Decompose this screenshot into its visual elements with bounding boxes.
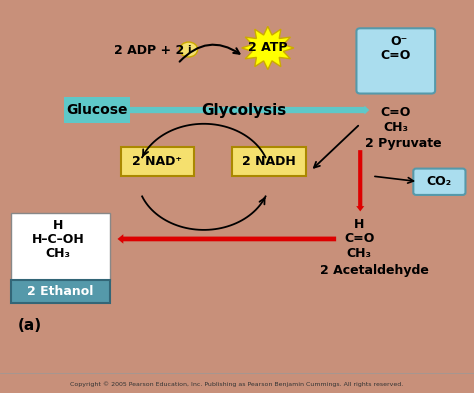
Text: H–C–OH: H–C–OH (31, 233, 84, 246)
FancyBboxPatch shape (11, 280, 110, 303)
Text: C=O: C=O (344, 232, 374, 246)
FancyBboxPatch shape (121, 147, 194, 176)
Text: 2 NAD⁺: 2 NAD⁺ (132, 155, 182, 168)
Text: Glucose: Glucose (66, 103, 128, 117)
Text: Copyright © 2005 Pearson Education, Inc. Publishing as Pearson Benjamin Cummings: Copyright © 2005 Pearson Education, Inc.… (70, 382, 404, 387)
Text: CH₃: CH₃ (347, 247, 372, 260)
Text: O⁻: O⁻ (391, 35, 408, 48)
Text: CO₂: CO₂ (427, 175, 452, 188)
Text: CH₃: CH₃ (46, 247, 70, 260)
Text: CH₃: CH₃ (383, 121, 408, 134)
Text: C=O: C=O (381, 49, 411, 62)
Text: 2 Ethanol: 2 Ethanol (27, 285, 94, 298)
FancyBboxPatch shape (413, 169, 465, 195)
Text: 2 ADP + 2: 2 ADP + 2 (114, 44, 184, 57)
FancyBboxPatch shape (11, 213, 110, 281)
Text: 2 Pyruvate: 2 Pyruvate (365, 137, 441, 150)
FancyBboxPatch shape (64, 97, 130, 123)
Text: 2 ATP: 2 ATP (248, 41, 288, 55)
Text: Glycolysis: Glycolysis (201, 103, 287, 118)
Text: H: H (53, 219, 63, 233)
FancyBboxPatch shape (232, 147, 306, 176)
Text: 2 Acetaldehyde: 2 Acetaldehyde (320, 264, 429, 277)
FancyBboxPatch shape (356, 28, 435, 94)
Text: 2 NADH: 2 NADH (242, 155, 296, 168)
Text: (a): (a) (18, 318, 42, 333)
Text: C=O: C=O (381, 105, 411, 119)
Text: i: i (187, 45, 191, 55)
Text: H: H (354, 218, 365, 231)
Polygon shape (242, 26, 294, 70)
Circle shape (180, 42, 198, 57)
